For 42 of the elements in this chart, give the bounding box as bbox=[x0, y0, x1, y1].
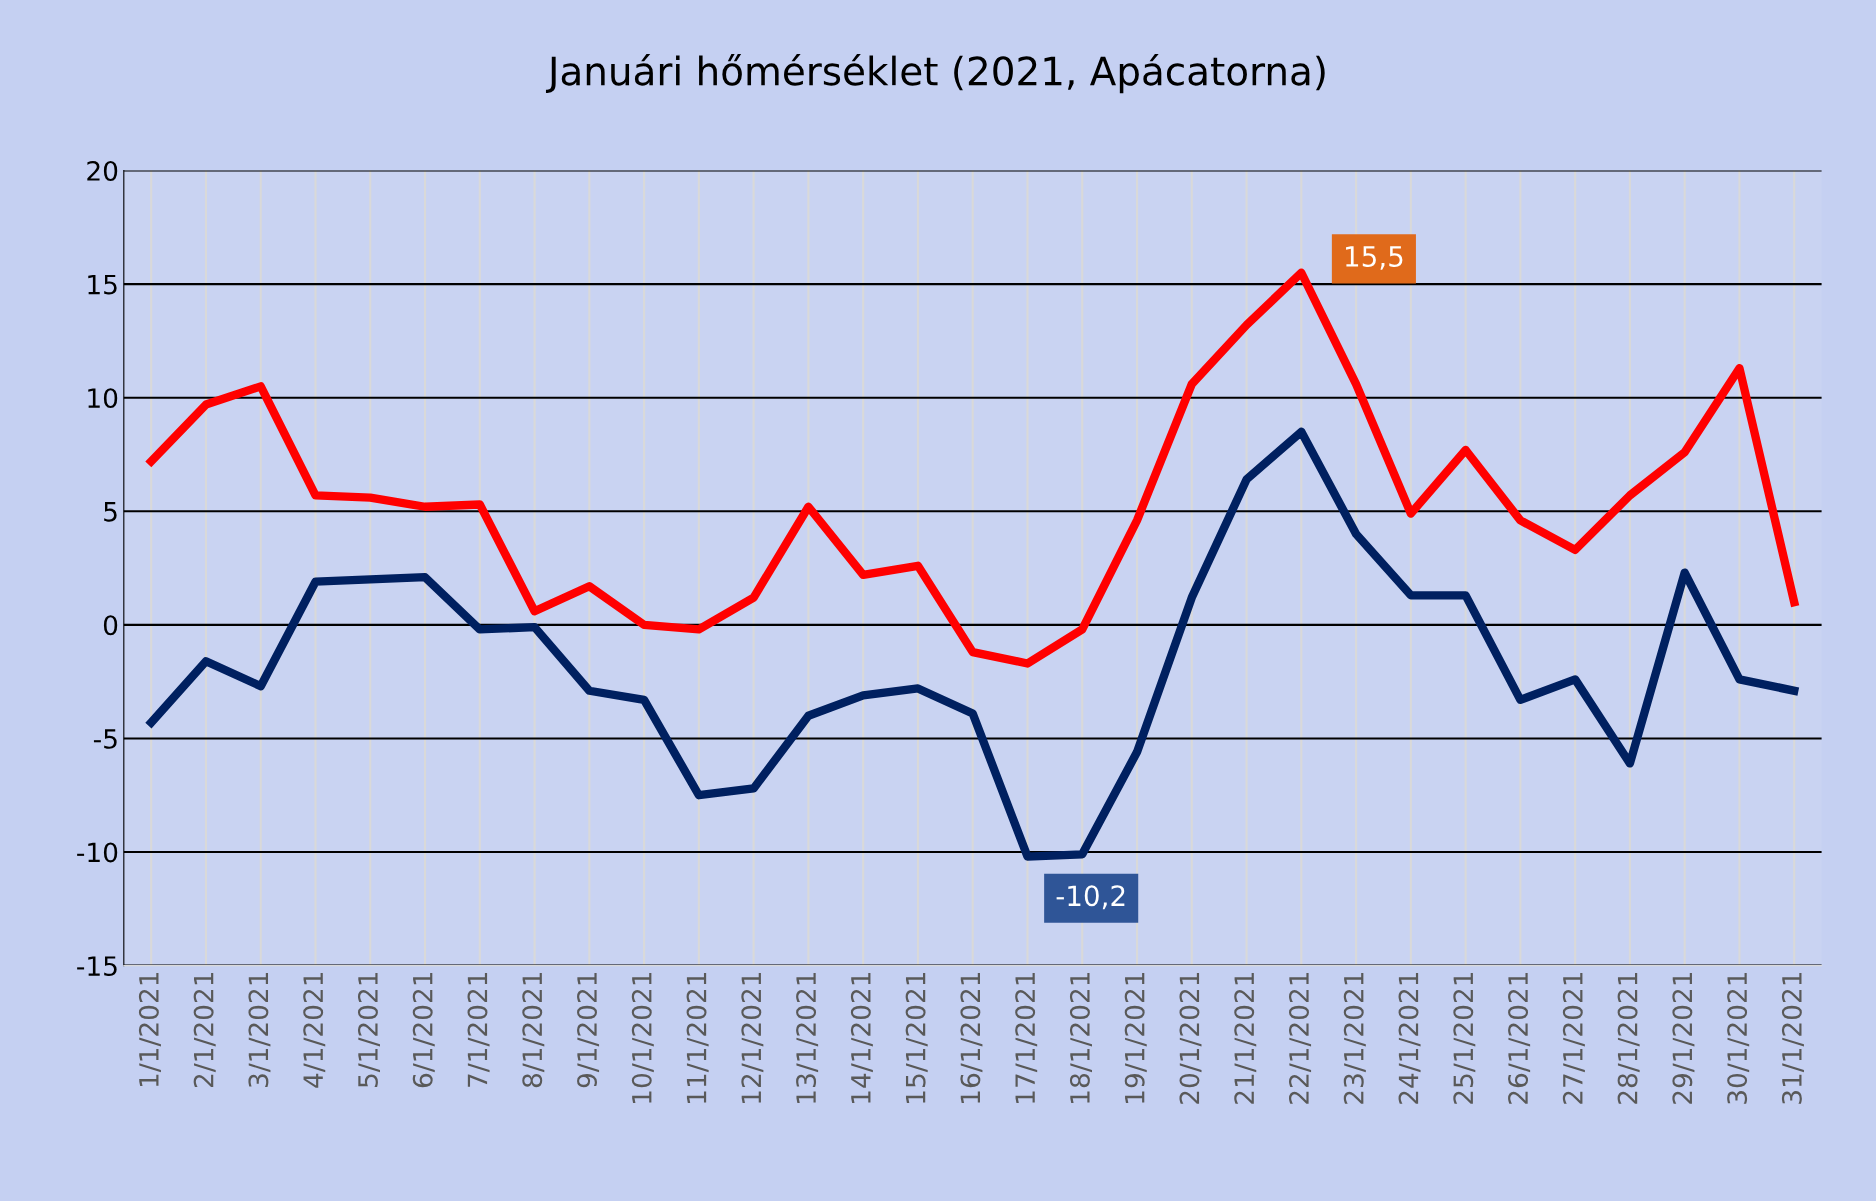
y-tick-label: -10 bbox=[77, 842, 118, 863]
y-tick-label: 10 bbox=[88, 388, 118, 409]
chart-title: Januári hőmérséklet (2021, Apácatorna) bbox=[545, 54, 1325, 94]
x-tick-label: 14/1/2021 bbox=[850, 972, 873, 1103]
y-tick-label: 5 bbox=[104, 502, 117, 522]
x-tick-label: 6/1/2021 bbox=[412, 972, 435, 1088]
x-tick-label: 23/1/2021 bbox=[1343, 972, 1366, 1104]
x-tick-label: 31/1/2021 bbox=[1781, 972, 1804, 1104]
y-tick-label: 15 bbox=[88, 274, 117, 295]
x-tick-label: 17/1/2021 bbox=[1015, 972, 1038, 1103]
x-tick-label: 5/1/2021 bbox=[357, 972, 380, 1087]
x-tick-label: 12/1/2021 bbox=[741, 972, 764, 1103]
x-tick-label: 29/1/2021 bbox=[1672, 972, 1695, 1104]
x-tick-label: 13/1/2021 bbox=[796, 972, 819, 1103]
x-tick-label: 2/1/2021 bbox=[193, 972, 216, 1088]
y-tick-label: 0 bbox=[103, 615, 118, 636]
x-tick-label: 25/1/2021 bbox=[1453, 972, 1476, 1104]
x-tick-label: 21/1/2021 bbox=[1234, 972, 1257, 1104]
x-tick-label: 20/1/2021 bbox=[1179, 972, 1202, 1104]
x-tick-label: 4/1/2021 bbox=[303, 972, 326, 1088]
data-label: 15,5 bbox=[1346, 246, 1403, 270]
x-tick-label: 3/1/2021 bbox=[248, 972, 271, 1087]
x-tick-label: 26/1/2021 bbox=[1508, 972, 1531, 1104]
y-tick-label: -15 bbox=[77, 956, 117, 976]
x-tick-label: 16/1/2021 bbox=[960, 972, 983, 1103]
x-tick-label: 24/1/2021 bbox=[1398, 972, 1421, 1104]
x-tick-label: 28/1/2021 bbox=[1617, 972, 1640, 1104]
x-tick-label: 19/1/2021 bbox=[1124, 972, 1147, 1103]
x-tick-label: 15/1/2021 bbox=[905, 972, 928, 1103]
x-tick-label: 30/1/2021 bbox=[1727, 972, 1750, 1104]
x-tick-label: 27/1/2021 bbox=[1562, 972, 1585, 1104]
x-tick-label: 9/1/2021 bbox=[577, 972, 600, 1088]
y-tick-label: -5 bbox=[93, 729, 117, 749]
x-tick-label: 10/1/2021 bbox=[631, 972, 654, 1103]
data-label: -10,2 bbox=[1056, 885, 1125, 910]
x-tick-label: 11/1/2021 bbox=[686, 972, 709, 1103]
y-tick-label: 20 bbox=[87, 160, 118, 181]
x-tick-label: 7/1/2021 bbox=[467, 972, 490, 1087]
x-tick-label: 8/1/2021 bbox=[522, 972, 545, 1088]
x-tick-label: 1/1/2021 bbox=[138, 972, 161, 1087]
x-tick-label: 22/1/2021 bbox=[1289, 972, 1312, 1104]
x-tick-label: 18/1/2021 bbox=[1069, 972, 1092, 1103]
